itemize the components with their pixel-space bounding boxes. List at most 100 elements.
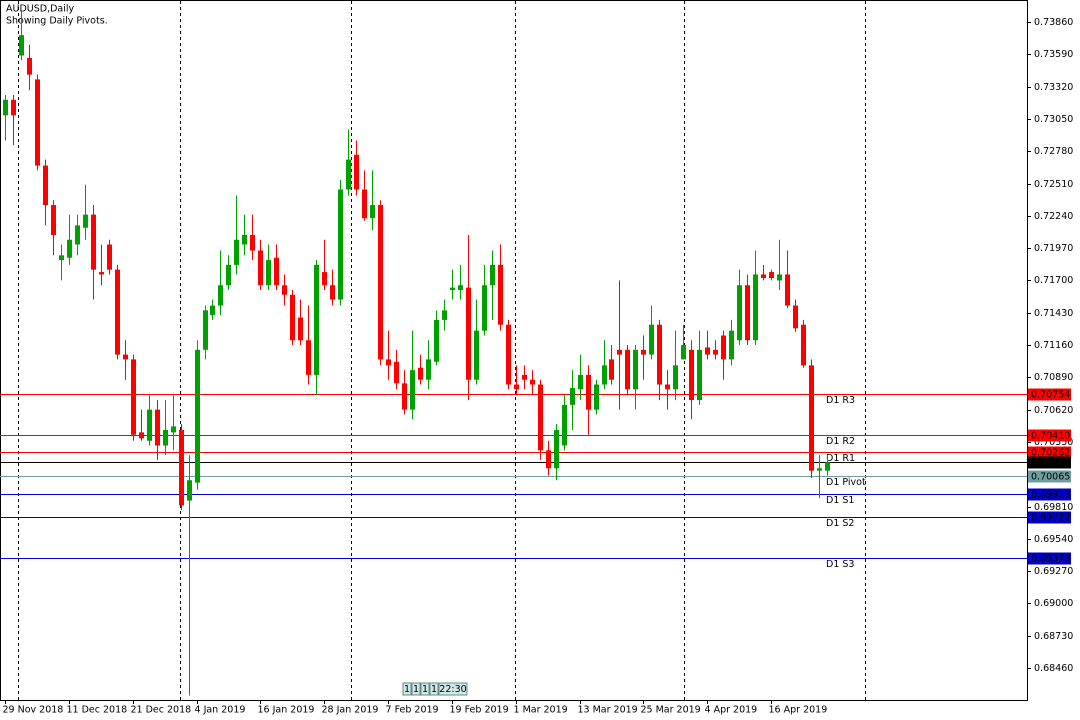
candle-body — [777, 274, 782, 281]
x-tick-label: 11 Dec 2018 — [67, 705, 128, 716]
x-tick-label: 4 Jan 2019 — [195, 705, 246, 716]
candle-body — [522, 374, 527, 380]
candle-body — [801, 324, 806, 366]
x-tick-label: 1 Mar 2019 — [514, 705, 568, 716]
candle-body — [793, 305, 798, 329]
x-tick-label: 21 Dec 2018 — [131, 705, 192, 716]
scroll-box — [438, 682, 468, 696]
candle-body — [346, 159, 351, 190]
candle-body — [386, 359, 391, 366]
y-tick-label: 0.71700 — [1034, 275, 1073, 286]
candle-body — [689, 349, 694, 401]
candle-body — [570, 388, 575, 405]
candle-body — [171, 426, 176, 433]
candle-body — [641, 349, 646, 355]
scroll-label: 1 — [431, 684, 437, 695]
candle-body — [586, 374, 591, 410]
candle-body — [218, 285, 223, 306]
candle-body — [625, 349, 630, 390]
scroll-box — [429, 682, 439, 696]
y-tick-label: 0.73860 — [1034, 17, 1073, 28]
candle-body — [282, 285, 287, 295]
candle-body — [785, 274, 790, 306]
level-value-label: 0.70754 — [1031, 390, 1070, 401]
candle-body — [234, 239, 239, 265]
y-tick-label: 0.72240 — [1034, 211, 1073, 222]
scroll-box — [411, 682, 421, 696]
candle-body — [673, 365, 678, 390]
level-value-box — [1028, 388, 1071, 401]
candle-body — [665, 384, 670, 390]
candle-body — [450, 287, 455, 291]
candle-body — [11, 99, 16, 116]
candle-body — [617, 349, 622, 355]
candle-body — [594, 384, 599, 410]
candle-body — [131, 359, 136, 435]
candle-body — [250, 234, 255, 251]
candle-body — [426, 359, 431, 380]
candle-body — [274, 257, 279, 286]
y-tick-label: 0.69000 — [1034, 598, 1073, 609]
candle-body — [737, 285, 742, 341]
candle-body — [75, 225, 80, 245]
scroll-box — [420, 682, 430, 696]
candle-body — [330, 285, 335, 300]
candle-body — [394, 361, 399, 384]
x-tick-label: 28 Jan 2019 — [322, 705, 379, 716]
candle-body — [546, 450, 551, 469]
level-value-label: 0.69722 — [1031, 513, 1070, 524]
y-tick-label: 0.69270 — [1034, 566, 1073, 577]
chart-title: AUDUSD,Daily — [6, 4, 75, 15]
candle-body — [179, 429, 184, 506]
level-value-box — [1028, 456, 1071, 469]
candle-body — [817, 468, 822, 471]
candle-body — [203, 310, 208, 350]
candle-body — [442, 310, 447, 320]
level-value-label: 0.69918 — [1031, 490, 1070, 501]
y-tick-label: 0.73320 — [1034, 82, 1073, 93]
level-name: D1 R1 — [826, 453, 855, 464]
y-tick-label: 0.68730 — [1034, 631, 1073, 642]
candle-body — [753, 274, 758, 341]
candle-body — [155, 409, 160, 446]
level-value-box — [1028, 552, 1071, 565]
candle-body — [67, 239, 72, 258]
candle-body — [530, 379, 535, 385]
candle-body — [314, 264, 319, 375]
candle-body — [729, 330, 734, 360]
candle-body — [458, 285, 463, 291]
candle-body — [354, 154, 359, 190]
scroll-label: 1 — [422, 684, 428, 695]
x-tick-label: 29 Nov 2018 — [3, 705, 64, 716]
candle-body — [761, 274, 766, 279]
candle-body — [43, 165, 48, 206]
level-name: D1 R2 — [826, 436, 855, 447]
y-tick-label: 0.69810 — [1034, 502, 1073, 513]
y-tick-label: 0.71970 — [1034, 243, 1073, 254]
candle-body — [745, 285, 750, 341]
candle-body — [107, 244, 112, 270]
level-value-box — [1028, 470, 1071, 483]
candle-body — [649, 324, 654, 355]
candle-body — [266, 260, 271, 286]
x-tick-label: 16 Jan 2019 — [258, 705, 315, 716]
level-value-label: 0.70262 — [1031, 448, 1070, 459]
level-name: D1 Pivot — [826, 477, 866, 488]
y-tick-label: 0.72510 — [1034, 179, 1073, 190]
x-tick-label: 4 Apr 2019 — [705, 705, 758, 716]
candle-body — [306, 340, 311, 375]
candle-body — [681, 345, 686, 360]
candle-body — [713, 349, 718, 355]
y-tick-label: 0.70350 — [1034, 437, 1073, 448]
candle-body — [466, 287, 471, 380]
candle-body — [91, 214, 96, 270]
candle-body — [434, 319, 439, 362]
candle-body — [562, 404, 567, 446]
candle-body — [490, 264, 495, 286]
y-tick-label: 0.68460 — [1034, 663, 1073, 674]
level-value-box — [1028, 511, 1071, 524]
candle-body — [195, 349, 200, 483]
candle-body — [809, 365, 814, 471]
plot-frame — [0, 0, 1028, 701]
candle-body — [554, 429, 559, 469]
